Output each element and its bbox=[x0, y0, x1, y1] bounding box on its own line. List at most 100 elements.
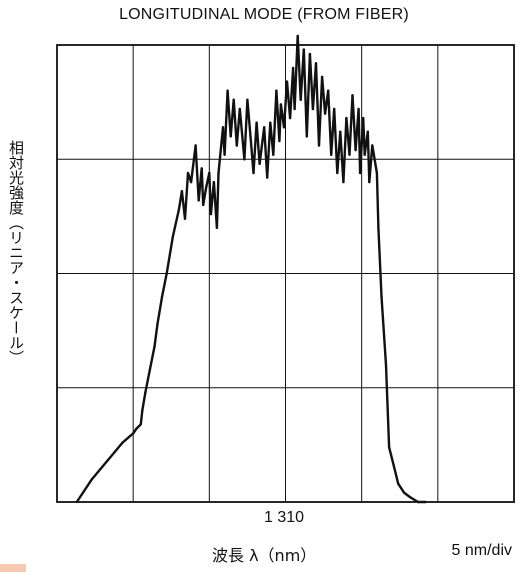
data-point bbox=[238, 107, 241, 111]
data-point bbox=[339, 130, 342, 133]
data-point bbox=[75, 500, 79, 504]
data-point bbox=[366, 130, 369, 133]
data-point bbox=[205, 185, 208, 188]
data-point bbox=[132, 432, 135, 435]
data-point bbox=[380, 295, 383, 298]
data-point bbox=[106, 459, 109, 463]
data-point bbox=[371, 144, 374, 147]
data-point bbox=[392, 464, 395, 467]
data-point bbox=[354, 148, 357, 152]
grid bbox=[57, 45, 514, 502]
data-point bbox=[299, 98, 302, 102]
data-point bbox=[202, 203, 205, 207]
data-point bbox=[121, 441, 124, 444]
data-point bbox=[308, 52, 312, 56]
data-point bbox=[180, 190, 184, 193]
data-point bbox=[221, 126, 225, 129]
data-point bbox=[186, 171, 190, 175]
data-point bbox=[194, 144, 197, 147]
data-point bbox=[351, 94, 354, 97]
data-point bbox=[269, 121, 272, 124]
spectrum-points bbox=[75, 34, 427, 504]
data-point bbox=[171, 235, 174, 239]
data-point bbox=[232, 98, 235, 102]
data-point bbox=[330, 153, 333, 156]
data-point bbox=[249, 135, 252, 138]
x-axis-label: 波長 λ（nm） bbox=[212, 546, 317, 565]
data-point bbox=[409, 496, 412, 499]
data-point bbox=[275, 89, 278, 92]
data-point bbox=[212, 180, 216, 184]
data-point bbox=[358, 171, 362, 175]
data-point bbox=[375, 171, 379, 175]
data-point bbox=[139, 423, 142, 426]
data-point bbox=[153, 345, 156, 348]
data-point bbox=[293, 107, 296, 111]
data-point bbox=[282, 126, 286, 129]
data-point bbox=[317, 144, 321, 147]
data-point bbox=[279, 103, 283, 106]
data-point bbox=[288, 116, 292, 120]
data-point bbox=[215, 226, 219, 229]
data-point bbox=[278, 139, 281, 143]
data-point bbox=[302, 48, 305, 51]
data-point bbox=[160, 295, 164, 298]
data-point bbox=[333, 107, 336, 111]
data-point bbox=[397, 482, 400, 485]
data-point bbox=[345, 116, 348, 120]
data-point bbox=[177, 208, 181, 211]
data-point bbox=[362, 116, 365, 120]
data-point bbox=[342, 180, 345, 184]
y-axis-label: 相対光強度（リニア・スケール） bbox=[7, 140, 25, 365]
data-point bbox=[135, 427, 138, 431]
data-point bbox=[141, 409, 144, 412]
data-point bbox=[197, 199, 200, 202]
data-point bbox=[272, 153, 275, 156]
data-point bbox=[311, 107, 315, 111]
data-point bbox=[246, 98, 249, 102]
scale-per-division: 5 nm/div bbox=[451, 542, 512, 559]
data-point bbox=[263, 126, 266, 129]
data-point bbox=[368, 180, 371, 184]
chart-title: LONGITUDINAL MODE (FROM FIBER) bbox=[119, 6, 409, 23]
data-point bbox=[229, 135, 232, 138]
data-point bbox=[377, 226, 380, 229]
data-point bbox=[226, 89, 229, 92]
data-point bbox=[217, 171, 220, 175]
data-point bbox=[209, 212, 213, 216]
data-point bbox=[200, 167, 203, 170]
data-point bbox=[148, 368, 152, 371]
page-corner-mark bbox=[0, 564, 26, 572]
x-tick-label-center: 1 310 bbox=[263, 509, 305, 526]
data-point bbox=[223, 153, 226, 156]
data-point bbox=[235, 144, 238, 147]
data-point bbox=[183, 217, 187, 220]
data-point bbox=[348, 153, 351, 156]
data-point bbox=[403, 491, 406, 495]
data-point bbox=[258, 162, 261, 165]
data-point bbox=[266, 176, 269, 179]
data-point bbox=[327, 89, 330, 92]
data-point bbox=[384, 363, 388, 367]
data-point bbox=[208, 171, 211, 175]
data-point bbox=[243, 158, 246, 161]
data-point bbox=[363, 153, 366, 156]
data-point bbox=[291, 66, 295, 70]
data-point bbox=[90, 477, 94, 481]
data-point bbox=[165, 272, 168, 275]
data-point bbox=[189, 180, 193, 184]
data-point bbox=[296, 34, 299, 38]
data-point bbox=[156, 322, 159, 325]
data-point bbox=[305, 135, 308, 138]
data-point bbox=[285, 80, 289, 83]
data-point bbox=[336, 171, 339, 175]
data-point bbox=[323, 112, 327, 115]
spectrum-trace bbox=[75, 34, 426, 504]
data-point bbox=[387, 446, 391, 449]
data-point bbox=[424, 500, 427, 504]
data-point bbox=[255, 121, 258, 124]
data-point bbox=[357, 107, 360, 111]
data-point bbox=[252, 171, 255, 175]
data-point bbox=[320, 75, 324, 79]
